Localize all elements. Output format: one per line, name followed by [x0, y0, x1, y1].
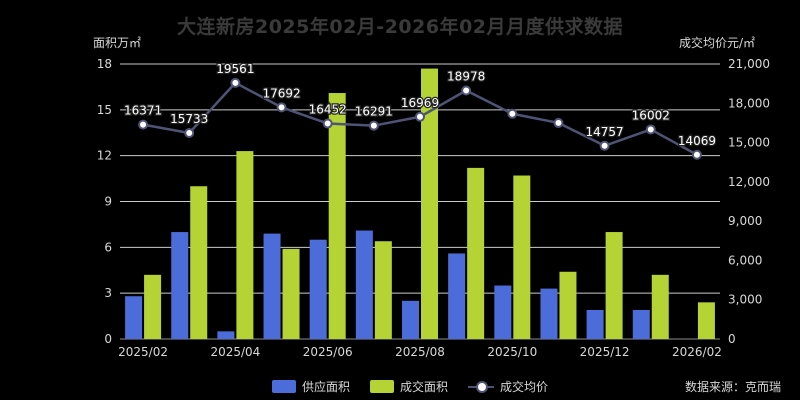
bar-supply [125, 296, 143, 339]
point-avg-price [553, 117, 564, 128]
bar-deal-area [467, 167, 485, 339]
data-label-avg-price: 16002 [632, 108, 670, 122]
y-left-tick-label: 12 [97, 149, 112, 163]
x-tick-label: 2025/12 [580, 345, 630, 359]
bar-deal-area [697, 302, 715, 339]
data-label-avg-price: 16969 [401, 96, 439, 110]
point-avg-price [368, 120, 379, 131]
y-left-tick-label: 0 [104, 332, 112, 346]
bar-deal-area [190, 186, 208, 339]
point-avg-price [507, 108, 518, 119]
y-axis-right-title: 成交均价元/㎡ [679, 36, 756, 50]
bar-supply [448, 253, 466, 339]
legend-swatch-deal-area [370, 379, 395, 393]
bar-supply [355, 230, 373, 339]
bar-deal-area [282, 248, 300, 339]
y-left-tick-label: 6 [104, 240, 112, 254]
y-right-tick-label: 15,000 [728, 136, 770, 150]
legend-line-marker-icon [468, 380, 495, 393]
x-tick-label: 2025/06 [303, 345, 353, 359]
y-right-tick-label: 9,000 [728, 214, 762, 228]
bar-supply [171, 232, 189, 339]
y-left-tick-label: 18 [97, 57, 112, 71]
data-label-avg-price: 15733 [170, 112, 208, 126]
data-label-avg-price: 16371 [124, 104, 162, 118]
bar-deal-area [328, 93, 346, 340]
x-tick-label: 2025/08 [395, 345, 445, 359]
y-right-tick-label: 6,000 [728, 253, 762, 267]
y-right-tick-label: 0 [728, 332, 736, 346]
bar-deal-area [421, 68, 438, 339]
y-left-tick-label: 9 [104, 195, 112, 209]
bar-deal-area [144, 274, 162, 339]
y-right-tick-label: 12,000 [728, 175, 770, 189]
legend-label-avg-price: 成交均价 [500, 379, 549, 394]
point-avg-price [691, 149, 702, 160]
bar-deal-area [605, 232, 623, 339]
data-label-avg-price: 16291 [355, 105, 393, 119]
point-avg-price [461, 85, 472, 96]
point-avg-price [322, 118, 333, 129]
x-tick-label: 2025/02 [118, 345, 168, 359]
chart-title: 大连新房2025年02月-2026年02月月度供求数据 [176, 16, 624, 38]
data-label-avg-price: 14757 [586, 125, 624, 139]
bar-supply [402, 300, 419, 339]
data-label-avg-price: 19561 [216, 62, 254, 76]
bar-supply [540, 288, 558, 339]
legend-item-deal-area[interactable]: 成交面积 [370, 378, 448, 395]
legend-label-supply: 供应面积 [302, 379, 351, 394]
point-avg-price [645, 124, 656, 135]
point-avg-price [415, 111, 425, 122]
data-label-avg-price: 16452 [309, 103, 347, 117]
bar-supply [263, 233, 281, 339]
bar-supply [494, 285, 512, 339]
y-axis-left-title: 面积万㎡ [93, 36, 142, 50]
point-avg-price [276, 102, 287, 113]
x-tick-label: 2026/02 [672, 345, 722, 359]
bar-supply [309, 239, 327, 339]
bar-deal-area [513, 175, 531, 339]
bar-deal-area [374, 241, 392, 339]
y-right-tick-label: 3,000 [728, 293, 762, 307]
bar-supply [586, 309, 604, 339]
legend-item-avg-price[interactable]: 成交均价 [468, 378, 548, 395]
bar-supply [217, 331, 235, 339]
x-tick-label: 2025/04 [210, 345, 260, 359]
bar-deal-area [651, 274, 669, 339]
point-avg-price [230, 77, 241, 88]
data-label-avg-price: 14069 [678, 134, 716, 148]
point-avg-price [138, 119, 149, 130]
legend-label-deal-area: 成交面积 [400, 379, 449, 394]
legend-item-supply[interactable]: 供应面积 [272, 378, 350, 395]
data-label-avg-price: 18978 [447, 69, 485, 83]
legend-swatch-supply [272, 379, 296, 393]
data-source-note: 数据来源：克而瑞 [685, 380, 782, 394]
y-left-tick-label: 3 [104, 286, 112, 300]
point-avg-price [184, 127, 195, 138]
bar-supply [632, 309, 650, 339]
y-right-tick-label: 21,000 [728, 57, 770, 71]
point-avg-price [599, 140, 610, 151]
bar-deal-area [236, 151, 254, 339]
x-tick-label: 2025/10 [487, 345, 537, 359]
chart-legend: 供应面积 成交面积 成交均价 [272, 377, 568, 395]
data-label-avg-price: 17692 [262, 86, 300, 100]
bar-deal-area [559, 271, 577, 339]
y-left-tick-label: 15 [97, 103, 112, 117]
y-right-tick-label: 18,000 [728, 96, 770, 110]
